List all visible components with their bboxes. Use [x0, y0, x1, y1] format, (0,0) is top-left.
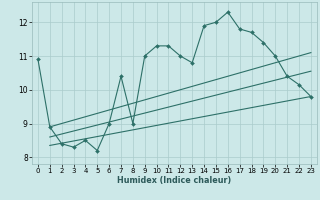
- X-axis label: Humidex (Indice chaleur): Humidex (Indice chaleur): [117, 176, 232, 185]
